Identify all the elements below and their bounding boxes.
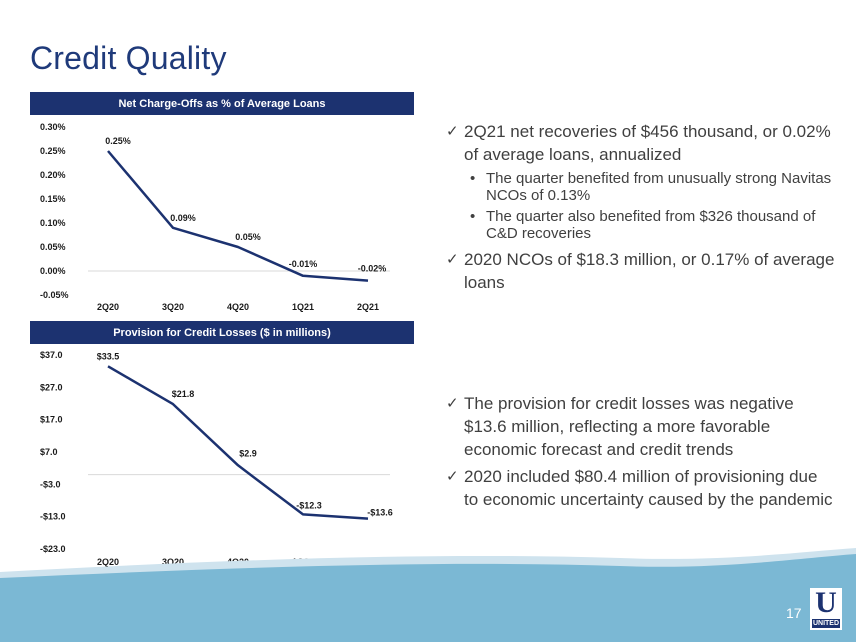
provision-chart: $37.0 $27.0 $17.0 $7.0 -$3.0 -$13.0 -$23.0 2Q20…	[40, 350, 393, 567]
sub-bullet-navitas: • The quarter benefited from unusually s…	[446, 170, 836, 204]
bullet-2020-ncos: ✓ 2020 NCOs of $18.3 million, or 0.17% o…	[446, 248, 836, 294]
x-tick-label: 2Q20	[97, 302, 119, 312]
bullet-text: The provision for credit losses was nega…	[464, 394, 794, 459]
bullet-text: 2Q21 net recoveries of $456 thousand, or…	[464, 122, 831, 164]
data-label: -0.01%	[289, 259, 318, 269]
y-tick-label: -0.05%	[40, 290, 69, 300]
x-tick-label: 4Q20	[227, 302, 249, 312]
data-label: 0.25%	[105, 136, 131, 146]
data-label: $33.5	[97, 351, 120, 361]
logo-text: UNITED	[812, 619, 840, 628]
logo-mark: U	[815, 586, 837, 619]
sub-bullet-text: The quarter benefited from unusually str…	[486, 170, 832, 204]
check-icon: ✓	[446, 251, 459, 268]
x-tick-label: 3Q20	[162, 302, 184, 312]
bullet-2020-provisioning: ✓ 2020 included $80.4 million of provisi…	[446, 465, 836, 511]
y-tick-label: $27.0	[40, 382, 63, 392]
x-tick-label: 2Q20	[97, 557, 119, 567]
data-label: $21.8	[172, 389, 195, 399]
bullet-text: 2020 included $80.4 million of provision…	[464, 467, 833, 509]
data-label: -$13.6	[367, 508, 393, 518]
chart2-header: Provision for Credit Losses ($ in millio…	[30, 321, 414, 344]
x-tick-label: 1Q21	[292, 302, 314, 312]
series-line	[107, 150, 369, 282]
data-label: $2.9	[239, 448, 257, 458]
data-label: -0.02%	[358, 264, 387, 274]
check-icon: ✓	[446, 468, 459, 485]
bullets-bottom: ✓ The provision for credit losses was ne…	[446, 392, 836, 515]
sub-bullet-text: The quarter also benefited from $326 tho…	[486, 208, 816, 242]
y-tick-label: $17.0	[40, 415, 63, 425]
page-title: Credit Quality	[30, 40, 227, 76]
net-charge-offs-chart: 0.30% 0.25% 0.20% 0.15% 0.10% 0.05% 0.00% -0.05…	[40, 122, 390, 312]
check-icon: ✓	[446, 395, 459, 412]
bullet-dot-icon: •	[470, 208, 476, 225]
bullets-top: ✓ 2Q21 net recoveries of $456 thousand, …	[446, 120, 836, 298]
series-line	[107, 365, 369, 520]
bullet-dot-icon: •	[470, 170, 476, 187]
y-tick-label: 0.15%	[40, 194, 66, 204]
page-number: 17	[786, 605, 802, 621]
y-tick-label: 0.20%	[40, 170, 66, 180]
united-logo: U UNITED	[810, 588, 842, 630]
y-tick-label: 0.30%	[40, 122, 66, 132]
y-tick-label: -$3.0	[40, 479, 61, 489]
data-label: 0.05%	[235, 232, 261, 242]
y-tick-label: $7.0	[40, 447, 58, 457]
x-tick-label: 2Q21	[357, 302, 379, 312]
sub-bullet-cd-recoveries: • The quarter also benefited from $326 t…	[446, 208, 836, 242]
bullet-provision: ✓ The provision for credit losses was ne…	[446, 392, 836, 461]
data-label: -$12.3	[296, 500, 322, 510]
x-tick-label: 3Q20	[162, 557, 184, 567]
y-tick-label: 0.10%	[40, 218, 66, 228]
bullet-text: 2020 NCOs of $18.3 million, or 0.17% of …	[464, 250, 835, 292]
y-tick-label: $37.0	[40, 350, 63, 360]
bullet-net-recoveries: ✓ 2Q21 net recoveries of $456 thousand, …	[446, 120, 836, 166]
y-tick-label: 0.25%	[40, 146, 66, 156]
chart1-header: Net Charge-Offs as % of Average Loans	[30, 92, 414, 115]
footer-wave	[0, 548, 856, 642]
y-tick-label: -$13.0	[40, 512, 66, 522]
check-icon: ✓	[446, 123, 459, 140]
y-tick-label: 0.00%	[40, 266, 66, 276]
data-label: 0.09%	[170, 213, 196, 223]
y-tick-label: -$23.0	[40, 544, 66, 554]
y-tick-label: 0.05%	[40, 242, 66, 252]
